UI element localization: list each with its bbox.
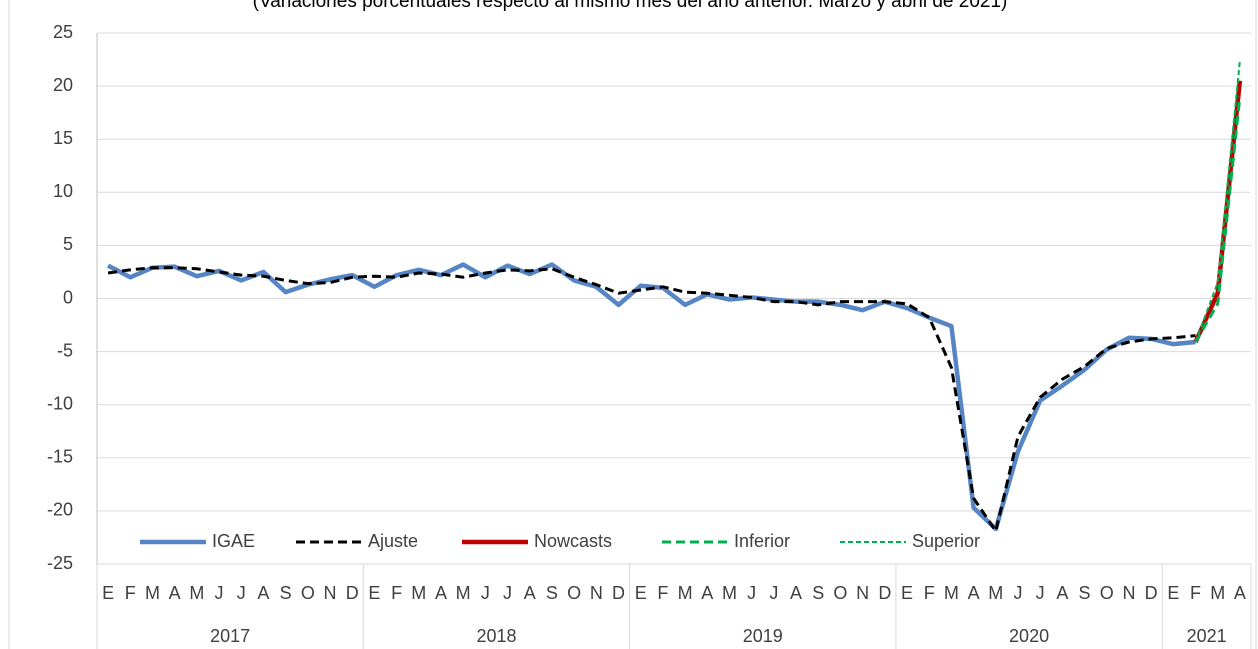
x-tick-label: E — [1167, 583, 1179, 603]
x-tick-label: J — [215, 583, 224, 603]
x-tick-label: J — [237, 583, 246, 603]
x-tick-label: J — [769, 583, 778, 603]
x-tick-label: N — [324, 583, 337, 603]
series-line — [1193, 80, 1243, 343]
x-tick-label: J — [747, 583, 756, 603]
series-line — [1194, 96, 1242, 343]
x-tick-label: A — [524, 583, 536, 603]
x-tick-label: F — [657, 583, 668, 603]
x-tick-label: A — [701, 583, 713, 603]
y-tick-label: -5 — [57, 340, 73, 360]
x-tick-label: D — [346, 583, 359, 603]
series-line — [107, 262, 1196, 532]
year-label: 2021 — [1187, 626, 1227, 646]
y-tick-label: -20 — [47, 500, 73, 520]
x-tick-label: A — [1056, 583, 1068, 603]
y-tick-label: -10 — [47, 393, 73, 413]
x-tick-label: A — [968, 583, 980, 603]
legend-label: Nowcasts — [534, 531, 612, 551]
legend-label: Superior — [912, 531, 980, 551]
x-tick-label: E — [635, 583, 647, 603]
year-label: 2019 — [743, 626, 783, 646]
y-tick-label: 0 — [63, 287, 73, 307]
x-tick-label: O — [833, 583, 847, 603]
x-tick-label: J — [1036, 583, 1045, 603]
y-tick-label: -25 — [47, 553, 73, 573]
x-tick-label: S — [1079, 583, 1091, 603]
x-tick-label: A — [435, 583, 447, 603]
y-tick-label: 25 — [53, 22, 73, 42]
x-tick-label: F — [1190, 583, 1201, 603]
x-tick-label: M — [145, 583, 160, 603]
y-tick-label: 10 — [53, 181, 73, 201]
x-tick-label: A — [257, 583, 269, 603]
x-tick-label: E — [368, 583, 380, 603]
x-tick-label: M — [456, 583, 471, 603]
x-tick-label: J — [503, 583, 512, 603]
year-label: 2018 — [476, 626, 516, 646]
series-line — [1194, 60, 1241, 343]
x-tick-label: A — [1234, 583, 1246, 603]
y-tick-label: -15 — [47, 447, 73, 467]
x-tick-label: D — [1145, 583, 1158, 603]
x-tick-label: D — [612, 583, 625, 603]
x-tick-label: F — [125, 583, 136, 603]
x-tick-label: M — [189, 583, 204, 603]
x-tick-label: S — [812, 583, 824, 603]
x-tick-label: F — [391, 583, 402, 603]
legend-label: Inferior — [734, 531, 790, 551]
x-tick-label: M — [411, 583, 426, 603]
x-tick-label: M — [988, 583, 1003, 603]
legend-label: Ajuste — [368, 531, 418, 551]
x-tick-label: N — [590, 583, 603, 603]
x-tick-label: E — [102, 583, 114, 603]
x-tick-label: J — [1013, 583, 1022, 603]
x-tick-label: M — [722, 583, 737, 603]
x-tick-label: M — [1210, 583, 1225, 603]
x-tick-label: O — [1100, 583, 1114, 603]
x-tick-label: A — [169, 583, 181, 603]
x-tick-label: M — [944, 583, 959, 603]
x-tick-label: O — [567, 583, 581, 603]
x-tick-label: M — [678, 583, 693, 603]
chart-subtitle: (Variaciones porcentuales respecto al mi… — [253, 0, 1008, 12]
x-tick-label: J — [481, 583, 490, 603]
y-tick-label: 5 — [63, 234, 73, 254]
x-tick-label: S — [280, 583, 292, 603]
x-tick-label: A — [790, 583, 802, 603]
x-tick-label: E — [901, 583, 913, 603]
legend-label: IGAE — [212, 531, 255, 551]
year-label: 2017 — [210, 626, 250, 646]
chart-frame — [8, 0, 1257, 649]
year-label: 2020 — [1009, 626, 1049, 646]
x-tick-label: N — [1122, 583, 1135, 603]
x-tick-label: F — [924, 583, 935, 603]
x-tick-label: O — [301, 583, 315, 603]
x-tick-label: S — [546, 583, 558, 603]
x-tick-label: N — [856, 583, 869, 603]
y-tick-label: 15 — [53, 128, 73, 148]
series-line — [107, 266, 1196, 533]
x-tick-label: D — [878, 583, 891, 603]
y-tick-label: 20 — [53, 75, 73, 95]
